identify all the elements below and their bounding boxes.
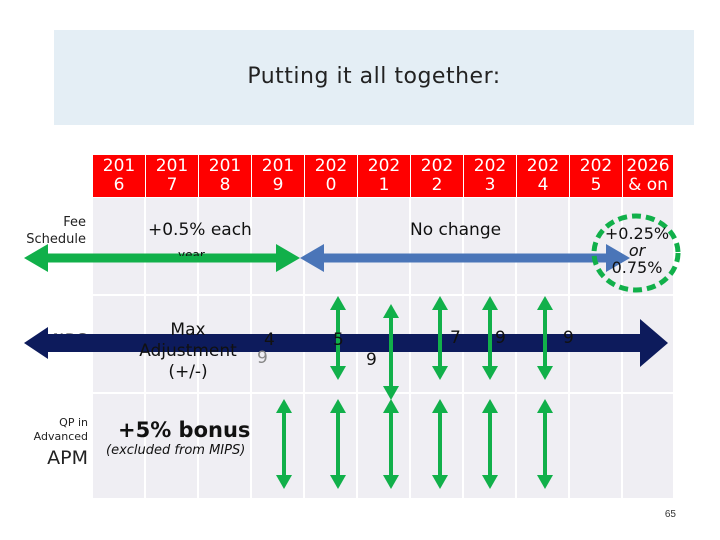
fee-increase-text: +0.5% each bbox=[148, 220, 252, 240]
year-header-7: 202 3 bbox=[464, 155, 516, 197]
year-header-top: 202 bbox=[579, 156, 613, 176]
apm-label-line3: APM bbox=[47, 447, 88, 469]
year-header-bottom: 2 bbox=[431, 175, 443, 195]
grid-cell bbox=[199, 394, 250, 498]
adj-2022-digit-b: 9 bbox=[495, 328, 506, 348]
year-header-top: 2026 bbox=[626, 156, 670, 176]
year-header-top: 201 bbox=[102, 156, 136, 176]
year-header-1: 201 7 bbox=[146, 155, 198, 197]
grid-cell bbox=[146, 198, 197, 294]
year-header-bottom: 0 bbox=[325, 175, 337, 195]
year-header-8: 202 4 bbox=[517, 155, 569, 197]
no-change-arrow bbox=[300, 244, 630, 272]
grid-cell bbox=[93, 394, 144, 498]
row-label-apm: QP in Advanced APM bbox=[10, 416, 88, 470]
year-header-top: 202 bbox=[367, 156, 401, 176]
adj-2019-digit-a: 4 bbox=[264, 330, 275, 350]
grid-cell bbox=[411, 198, 462, 294]
grid-cell bbox=[517, 198, 568, 294]
year-header-0: 201 6 bbox=[93, 155, 145, 197]
year-header-5: 202 1 bbox=[358, 155, 410, 197]
year-header-bottom: 4 bbox=[537, 175, 549, 195]
fee-label-line1: Fee bbox=[63, 215, 86, 230]
adj-2024-digit-a: 9 bbox=[563, 328, 574, 348]
final-fee-line2: or bbox=[628, 241, 646, 260]
year-header-bottom: 1 bbox=[378, 175, 390, 195]
final-fee-highlight-circle bbox=[591, 213, 681, 293]
adj-2019-digit-b: 9 bbox=[257, 348, 268, 368]
grid-cell bbox=[93, 198, 144, 294]
apm-label-line1: QP in bbox=[59, 416, 88, 429]
mips-adjustment-arrow-2022 bbox=[432, 296, 448, 380]
max-adjustment-line1: Max bbox=[170, 320, 206, 340]
grid-cell bbox=[146, 394, 197, 498]
final-fee-line1: +0.25% bbox=[604, 224, 670, 243]
apm-bonus-text: +5% bonus bbox=[118, 418, 251, 442]
grid-cell bbox=[464, 198, 515, 294]
grid-cell bbox=[305, 394, 356, 498]
max-adjustment-label: Max Adjustment (+/-) bbox=[118, 320, 258, 383]
year-header-bottom: & on bbox=[628, 175, 668, 195]
year-header-top: 201 bbox=[261, 156, 295, 176]
title-banner: Putting it all together: bbox=[54, 30, 694, 125]
year-header-top: 201 bbox=[208, 156, 242, 176]
year-header-10: 2026 & on bbox=[623, 155, 673, 197]
grid-cell bbox=[199, 198, 250, 294]
apm-label-line2: Advanced bbox=[33, 430, 88, 443]
fee-increase-arrow bbox=[24, 244, 300, 272]
year-header-top: 201 bbox=[155, 156, 189, 176]
final-fee-text: +0.25% or 0.75% bbox=[596, 224, 678, 278]
apm-bonus-arrows bbox=[276, 399, 553, 489]
year-header-9: 202 5 bbox=[570, 155, 622, 197]
year-header-top: 202 bbox=[526, 156, 560, 176]
grid-cell bbox=[570, 394, 621, 498]
adj-2022-digit-a: 7 bbox=[450, 328, 461, 348]
apm-note-text: (excluded from MIPS) bbox=[106, 443, 246, 458]
apm-bonus-arrow bbox=[383, 399, 399, 489]
fee-increase-text-cut: year bbox=[178, 248, 205, 256]
year-header-bottom: 8 bbox=[219, 175, 231, 195]
adj-2020-digit-a: 5 bbox=[333, 330, 344, 350]
fee-label-line2: Schedule bbox=[26, 232, 86, 247]
grid-cell bbox=[358, 394, 409, 498]
year-header-bottom: 5 bbox=[590, 175, 602, 195]
year-header-top: 202 bbox=[420, 156, 454, 176]
apm-bonus-arrow bbox=[482, 399, 498, 489]
mips-adjustment-arrow-2020 bbox=[330, 296, 346, 380]
year-header-bottom: 6 bbox=[113, 175, 125, 195]
grid-cell bbox=[305, 198, 356, 294]
adj-2020-digit-b: 9 bbox=[366, 350, 377, 370]
row-label-fee-schedule: Fee Schedule bbox=[10, 214, 86, 248]
year-header-top: 202 bbox=[473, 156, 507, 176]
grid-cell bbox=[623, 394, 673, 498]
page-number: 65 bbox=[664, 509, 676, 520]
year-header-6: 202 2 bbox=[411, 155, 463, 197]
year-header-bottom: 3 bbox=[484, 175, 496, 195]
apm-bonus-arrow bbox=[537, 399, 553, 489]
year-header-3: 201 9 bbox=[252, 155, 304, 197]
year-header-4: 202 0 bbox=[305, 155, 357, 197]
year-header-top: 202 bbox=[314, 156, 348, 176]
grid-cell bbox=[358, 198, 409, 294]
slide-title: Putting it all together: bbox=[247, 64, 501, 89]
max-adjustment-line2: Adjustment bbox=[139, 341, 237, 361]
year-header-2: 201 8 bbox=[199, 155, 251, 197]
apm-bonus-arrow bbox=[432, 399, 448, 489]
apm-bonus-arrow bbox=[330, 399, 346, 489]
mips-adjustment-arrow-2023 bbox=[482, 296, 498, 380]
no-change-text: No change bbox=[410, 220, 502, 240]
apm-bonus-arrow bbox=[276, 399, 292, 489]
max-adjustment-line3: (+/-) bbox=[168, 362, 208, 382]
mips-adjustment-arrow-2021 bbox=[383, 304, 399, 400]
mips-adjustment-arrow-2024 bbox=[537, 296, 553, 380]
final-fee-line3: 0.75% bbox=[611, 258, 663, 277]
year-header-bottom: 9 bbox=[272, 175, 284, 195]
year-header-bottom: 7 bbox=[166, 175, 178, 195]
